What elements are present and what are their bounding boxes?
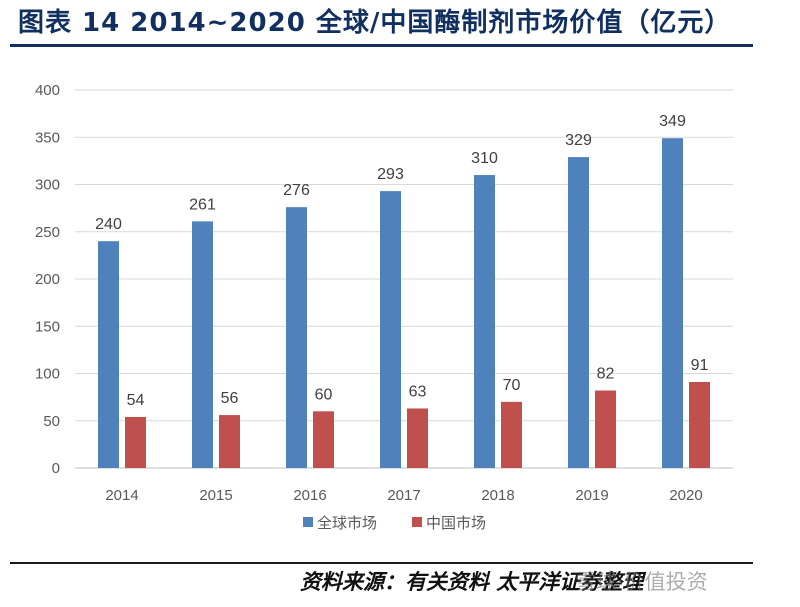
bar-china-2016: [313, 411, 334, 468]
y-tick-label: 300: [35, 177, 60, 194]
bar-global-2016: [286, 207, 307, 468]
data-label: 82: [597, 366, 615, 383]
y-tick-label: 100: [35, 366, 60, 383]
data-label: 293: [377, 166, 404, 183]
bar-china-2018: [501, 401, 522, 468]
x-tick-label: 2017: [387, 487, 420, 504]
data-label: 310: [471, 150, 498, 167]
watermark: 雪球·价值投资: [575, 570, 708, 594]
data-label: 60: [315, 386, 333, 403]
data-label: 240: [95, 216, 122, 233]
source-note: 资料来源：有关资料 太平洋证券整理: [300, 569, 644, 594]
x-tick-label: 2018: [481, 487, 514, 504]
x-axis-tick-labels: 2014 2015 2016 2017 2018 2019 2020: [105, 487, 702, 504]
bar-china-2015: [219, 415, 240, 468]
bar-china-2019: [595, 390, 616, 468]
bar-global-2017: [380, 191, 401, 469]
bar-global-2018: [474, 175, 495, 469]
data-label: 63: [409, 383, 427, 400]
gridlines: [75, 89, 733, 469]
y-axis-tick-labels: 0 50 100 150 200 250 300 350 400: [35, 82, 60, 477]
x-tick-label: 2016: [293, 487, 326, 504]
data-label: 70: [503, 377, 521, 394]
y-tick-label: 250: [35, 224, 60, 241]
bars: [98, 138, 710, 469]
x-tick-label: 2019: [575, 487, 608, 504]
data-label: 56: [221, 390, 239, 407]
bar-global-2015: [192, 221, 213, 468]
y-tick-label: 350: [35, 129, 60, 146]
source-divider: [10, 562, 753, 564]
y-tick-label: 0: [52, 460, 60, 477]
bar-china-2017: [407, 408, 428, 468]
x-tick-label: 2014: [105, 487, 138, 504]
figure-title: 图表 14 2014~2020 全球/中国酶制剂市场价值（亿元）: [18, 8, 732, 38]
bar-chart: 0 50 100 150 200 250 300 350 400 240 54 261 56 276 60…: [35, 82, 733, 532]
x-tick-label: 2015: [199, 487, 232, 504]
legend-swatch-global: [303, 517, 313, 527]
data-label: 349: [659, 113, 686, 130]
data-label: 261: [189, 196, 216, 213]
bar-global-2019: [568, 157, 589, 468]
bar-china-2014: [125, 416, 146, 468]
y-tick-label: 150: [35, 318, 60, 335]
legend-swatch-china: [412, 517, 422, 527]
bar-global-2020: [662, 138, 683, 468]
legend-label: 中国市场: [426, 514, 486, 532]
legend: 全球市场 中国市场: [303, 514, 486, 532]
y-tick-label: 400: [35, 82, 60, 99]
data-label: 329: [565, 132, 592, 149]
data-label: 54: [127, 392, 145, 409]
bar-china-2020: [689, 382, 710, 468]
data-labels: 240 54 261 56 276 60 293 63 310 70 329 82 349 91: [95, 113, 708, 409]
legend-label: 全球市场: [317, 514, 377, 532]
x-tick-label: 2020: [669, 487, 702, 504]
bar-global-2014: [98, 241, 119, 468]
y-tick-label: 200: [35, 271, 60, 288]
data-label: 91: [691, 357, 709, 374]
data-label: 276: [283, 182, 310, 199]
title-divider: [10, 44, 753, 47]
y-tick-label: 50: [43, 413, 60, 430]
